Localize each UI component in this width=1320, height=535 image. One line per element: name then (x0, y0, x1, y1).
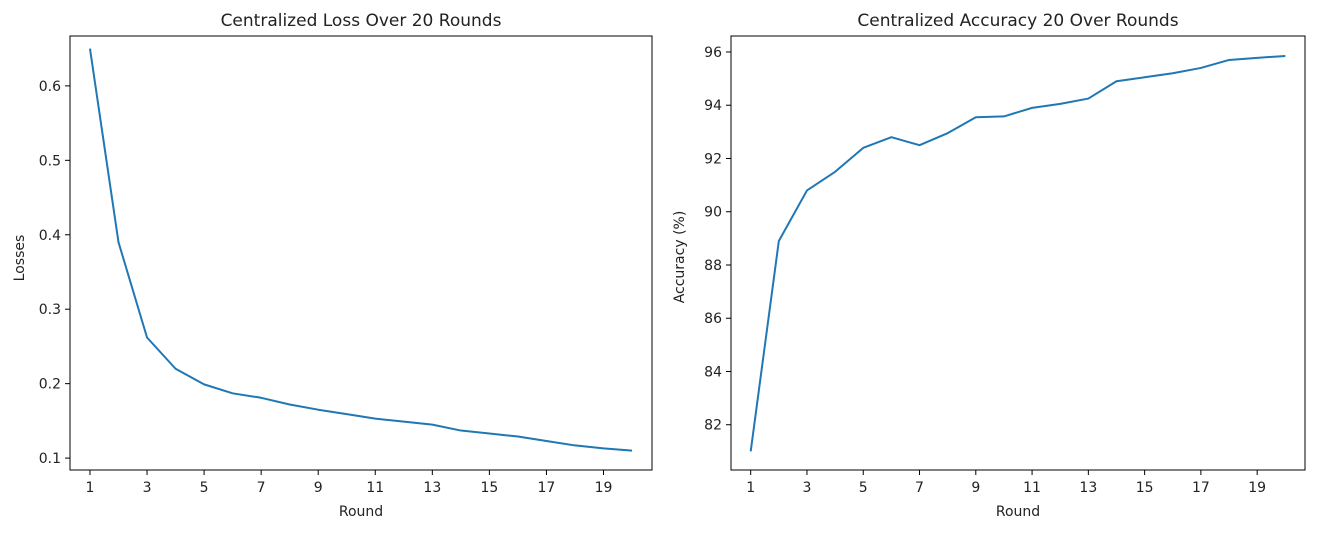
y-tick-label: 0.1 (39, 451, 61, 467)
x-tick-label: 11 (366, 480, 384, 496)
x-tick-label: 13 (423, 480, 441, 496)
y-axis-label: Accuracy (%) (672, 211, 688, 304)
accuracy-chart: Centralized Accuracy 20 Over Rounds Roun… (672, 11, 1306, 520)
x-axis-label: Round (339, 504, 383, 520)
y-axis-label: Losses (12, 235, 28, 282)
x-tick-label: 7 (257, 480, 266, 496)
x-tick-label: 15 (1136, 480, 1154, 496)
x-tick-label: 15 (480, 480, 498, 496)
y-tick-label: 0.5 (39, 153, 61, 169)
plot-area: 1 3 5 7 9 11 13 15 17 190.10.20.30.40.50.6 (39, 35, 653, 496)
x-tick-label: 19 (595, 480, 613, 496)
x-tick-label: 5 (200, 480, 209, 496)
axes-frame (730, 35, 1306, 471)
y-tick-label: 90 (704, 205, 722, 221)
axes-frame (69, 35, 653, 471)
y-tick-label: 96 (704, 45, 722, 61)
x-tick-label: 9 (314, 480, 323, 496)
y-tick-label: 0.2 (39, 377, 61, 393)
x-tick-label: 19 (1248, 480, 1266, 496)
x-tick-label: 9 (971, 480, 980, 496)
loss-chart: Centralized Loss Over 20 Rounds Round Lo… (12, 11, 653, 520)
x-tick-label: 7 (915, 480, 924, 496)
y-tick-label: 0.3 (39, 302, 61, 318)
x-axis-label: Round (996, 504, 1040, 520)
y-tick-label: 88 (704, 258, 722, 274)
y-tick-label: 86 (704, 311, 722, 327)
x-tick-label: 5 (859, 480, 868, 496)
x-tick-label: 17 (538, 480, 556, 496)
series-line (749, 54, 1286, 452)
y-tick-label: 84 (704, 364, 722, 380)
y-tick-label: 0.4 (39, 228, 61, 244)
y-tick-label: 92 (704, 151, 722, 167)
chart-title: Centralized Accuracy 20 Over Rounds (857, 11, 1178, 31)
y-tick-label: 82 (704, 418, 722, 434)
x-tick-label: 1 (86, 480, 95, 496)
chart-title: Centralized Loss Over 20 Rounds (221, 11, 502, 31)
x-tick-label: 1 (746, 480, 755, 496)
x-tick-label: 3 (143, 480, 152, 496)
x-tick-label: 11 (1023, 480, 1041, 496)
y-tick-label: 94 (704, 98, 722, 114)
series-line (88, 48, 633, 452)
x-tick-label: 17 (1192, 480, 1210, 496)
x-tick-label: 3 (803, 480, 812, 496)
x-tick-label: 13 (1079, 480, 1097, 496)
y-tick-label: 0.6 (39, 79, 61, 95)
